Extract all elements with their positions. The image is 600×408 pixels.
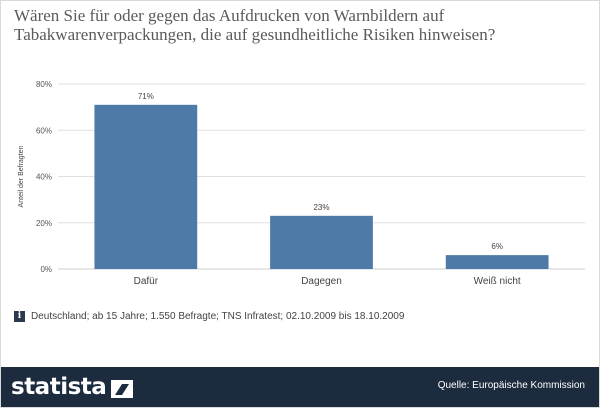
bar	[445, 255, 549, 269]
x-tick-label: Dagegen	[301, 276, 342, 287]
x-tick-label: Weiß nicht	[474, 276, 521, 287]
source-text: Quelle: Europäische Kommission	[437, 380, 585, 391]
x-tick-label: Dafür	[134, 276, 159, 287]
y-tick-label: 80%	[36, 80, 52, 89]
survey-note: i Deutschland; ab 15 Jahre; 1.550 Befrag…	[14, 309, 404, 323]
footer-bar: statista Quelle: Europäische Kommission	[1, 367, 599, 407]
note-text: Deutschland; ab 15 Jahre; 1.550 Befragte…	[31, 310, 405, 322]
data-label: 71%	[138, 92, 154, 101]
data-label: 23%	[313, 203, 329, 212]
statista-logo-icon	[111, 380, 134, 398]
brand-name: statista	[11, 374, 107, 400]
y-tick-label: 40%	[36, 173, 52, 182]
y-tick-label: 60%	[36, 126, 52, 135]
info-icon[interactable]: i	[14, 310, 25, 322]
data-label: 6%	[491, 242, 503, 251]
bar	[94, 104, 198, 269]
y-tick-label: 20%	[36, 219, 52, 228]
y-axis-label: Anteil der Befragten	[18, 145, 25, 207]
chart-title: Wären Sie für oder gegen das Aufdrucken …	[14, 6, 496, 44]
statista-logo[interactable]: statista	[11, 374, 134, 400]
y-tick-label: 0%	[40, 265, 52, 274]
bar-chart: 0% 20% 40% 60% 80% Anteil der Befragten 71% Daf…	[18, 80, 585, 287]
bar	[270, 215, 373, 269]
